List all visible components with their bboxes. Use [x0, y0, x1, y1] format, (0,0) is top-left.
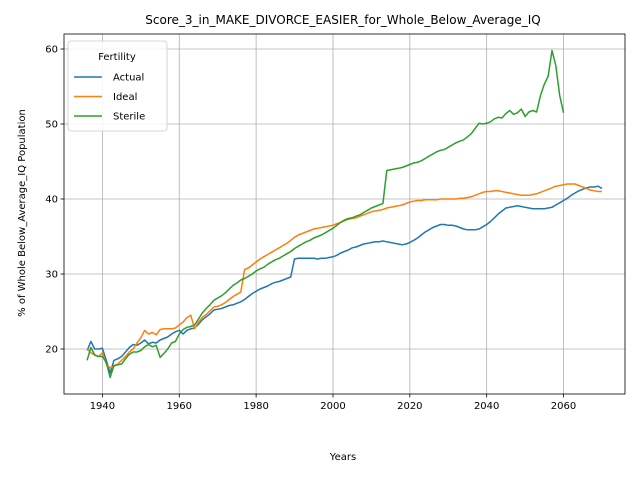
x-tick-label: 1960	[167, 401, 192, 412]
legend-items: Actual Ideal Sterile	[74, 73, 145, 123]
x-tick-label: 2020	[397, 401, 422, 412]
legend-title: Fertility	[98, 52, 136, 63]
y-tick-label: 50	[45, 120, 58, 131]
legend-label-actual: Actual	[113, 73, 144, 84]
plot-area-frame	[63, 33, 626, 395]
chart-title: Score_3_in_MAKE_DIVORCE_EASIER_for_Whole…	[145, 13, 540, 27]
series-line-actual	[86, 185, 603, 374]
x-tick-label: 1940	[90, 401, 115, 412]
legend-label-sterile: Sterile	[113, 112, 145, 123]
x-axis-ticks: 1940 1960 1980 2000 2020 2040 2060	[90, 394, 576, 412]
x-axis-label: Years	[329, 452, 356, 463]
y-tick-label: 20	[45, 345, 58, 356]
y-tick-label: 60	[45, 45, 58, 56]
legend-label-ideal: Ideal	[113, 92, 137, 103]
x-tick-label: 2060	[551, 401, 576, 412]
series-lines	[86, 49, 603, 379]
legend-box	[67, 40, 168, 132]
legend: Fertility Actual Ideal Sterile	[67, 40, 168, 132]
x-tick-label: 2040	[474, 401, 499, 412]
y-axis-label: % of Whole Below_Average_IQ Population	[17, 109, 28, 317]
series-line-sterile	[86, 49, 565, 379]
y-axis-ticks: 20 30 40 50 60	[45, 45, 64, 356]
x-tick-label: 1980	[243, 401, 268, 412]
y-tick-label: 30	[45, 270, 58, 281]
y-tick-label: 40	[45, 195, 58, 206]
x-tick-label: 2000	[320, 401, 345, 412]
